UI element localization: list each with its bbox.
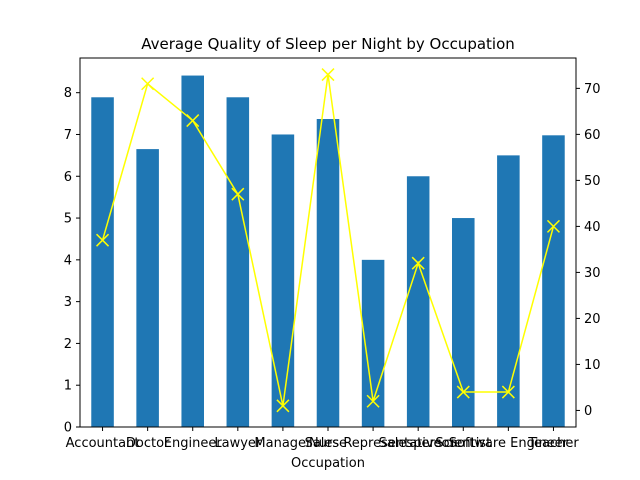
left-tick-label: 3 [64, 295, 72, 310]
left-tick-label: 1 [64, 379, 72, 394]
left-tick-label: 2 [64, 337, 72, 352]
x-tick-label: Accountant [66, 436, 140, 451]
line-point-doctor [141, 77, 155, 91]
x-axis-label: Occupation [291, 456, 365, 471]
line-point-salesperson [411, 256, 425, 270]
line-point-software-engineer [501, 385, 515, 399]
line-point-nurse [321, 68, 335, 82]
x-tick-label: Software Engineer [449, 436, 569, 451]
right-tick-label: 20 [584, 312, 601, 327]
left-tick-label: 8 [64, 86, 72, 101]
left-tick-label: 6 [64, 170, 72, 185]
line-point-teacher [546, 219, 560, 233]
right-tick-label: 40 [584, 220, 601, 235]
right-tick-label: 50 [584, 174, 601, 189]
bar-accountant [91, 97, 114, 428]
bar-salesperson [406, 176, 430, 427]
x-tick-label: Doctor [126, 436, 170, 451]
bar-group [91, 75, 565, 428]
x-tick-label: Nurse [309, 436, 347, 451]
right-tick-label: 0 [584, 404, 592, 419]
left-tick-label: 4 [64, 253, 72, 268]
right-tick-label: 70 [584, 82, 601, 97]
line-point-engineer [186, 114, 200, 128]
bar-software-engineer [497, 155, 520, 427]
bar-teacher [542, 135, 565, 427]
x-tick-label: Teacher [527, 436, 579, 451]
bar-manager [271, 134, 295, 427]
right-y-axis: 0 10 20 30 40 50 60 70 [576, 82, 601, 419]
x-tick-label: Scientist [435, 436, 491, 451]
line-point-manager [276, 399, 290, 413]
right-tick-label: 10 [584, 358, 601, 373]
bar-nurse [316, 119, 340, 428]
line-point-sales-representative [366, 394, 380, 408]
x-axis: AccountantDoctorEngineerLawyerManagerNur… [66, 427, 579, 451]
line-point-scientist [456, 385, 470, 399]
x-tick-label: Sales Representative [305, 436, 442, 451]
right-tick-label: 60 [584, 128, 601, 143]
x-tick-label: Engineer [164, 436, 223, 451]
chart-title: Average Quality of Sleep per Night by Oc… [141, 35, 515, 53]
bar-engineer [181, 75, 204, 428]
left-tick-label: 7 [64, 128, 72, 143]
line-point-accountant [96, 233, 110, 247]
x-tick-label: Manager [254, 436, 312, 451]
x-tick-label: Lawyer [214, 436, 262, 451]
left-tick-label: 5 [64, 212, 72, 227]
bar-scientist [452, 218, 475, 427]
x-tick-label: Salesperson [379, 436, 458, 451]
right-tick-label: 30 [584, 266, 601, 281]
left-tick-label: 0 [64, 421, 72, 436]
bar-lawyer [226, 97, 250, 428]
line-series [96, 68, 560, 413]
line-point-lawyer [231, 187, 245, 201]
left-y-axis: 0 1 2 3 4 5 6 7 8 [64, 86, 80, 436]
bar-doctor [136, 149, 159, 427]
